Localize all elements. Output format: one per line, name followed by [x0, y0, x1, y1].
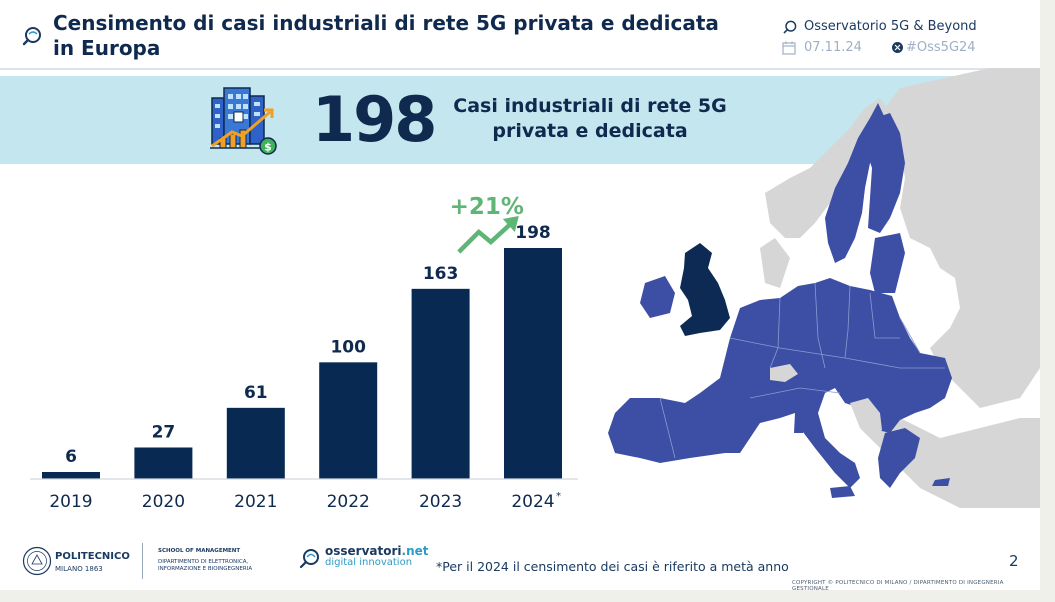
europe-map [608, 68, 1040, 508]
banner-line-2: privata e dedicata [492, 120, 688, 142]
bar-2022 [319, 362, 378, 479]
osservatori-tagline: digital innovation [325, 557, 413, 568]
politecnico-title: POLITECNICO [55, 551, 130, 562]
value-label-2022: 100 [330, 337, 366, 357]
osservatori-suffix: .net [401, 544, 429, 558]
value-label-2019: 6 [65, 447, 77, 467]
politecnico-name: POLITECNICO MILANO 1863 [55, 551, 130, 575]
bar-2020 [134, 447, 193, 479]
brand-label: Osservatorio 5G & Beyond [804, 19, 977, 34]
banner-line-1: Casi industriali di rete 5G [453, 95, 727, 117]
copyright: COPYRIGHT © POLITECNICO DI MILANO / DIPA… [792, 580, 1004, 592]
observatory-icon [783, 20, 797, 33]
growth-annotation: +21% [450, 194, 524, 220]
school-line-3: INFORMAZIONE E BIOINGEGNERIA [158, 566, 253, 572]
school-info: SCHOOL OF MANAGEMENT DIPARTIMENTO DI ELE… [158, 548, 298, 573]
map-uk [680, 243, 730, 336]
bar-2023 [411, 288, 470, 479]
page-number: 2 [1009, 552, 1019, 570]
value-label-2023: 163 [423, 264, 459, 284]
osservatori-name: osservatori.net [325, 545, 429, 557]
magnifier-icon [22, 27, 41, 46]
calendar-icon [782, 41, 796, 55]
politecnico-subtitle: MILANO 1863 [55, 565, 103, 573]
date-label: 07.11.24 [804, 40, 862, 55]
tick-label-2024: 2024 [511, 492, 554, 512]
tick-label-2019: 2019 [49, 492, 92, 512]
banner-caption: Casi industriali di rete 5G privata e de… [440, 94, 740, 144]
school-line-1: SCHOOL OF MANAGEMENT [158, 548, 241, 554]
svg-text:$: $ [264, 141, 272, 154]
footnote: *Per il 2024 il censimento dei casi è ri… [436, 559, 789, 574]
tick-label-2021: 2021 [234, 492, 277, 512]
building-growth-icon: $ [210, 87, 277, 155]
growth-arrowhead-icon [502, 216, 519, 232]
tick-label-2023: 2023 [419, 492, 462, 512]
tick-label-2020: 2020 [142, 492, 185, 512]
footer-divider [142, 543, 143, 579]
growth-arrow-icon [457, 220, 515, 254]
politecnico-seal-icon [22, 546, 52, 576]
page-title: Censimento di casi industriali di rete 5… [53, 11, 719, 60]
header-divider [0, 68, 1040, 70]
osservatori-word: osservatori [325, 544, 402, 558]
bar-chart: 6 2019 27 2020 61 2021 100 2022 163 2023 198 2024 * +… [30, 194, 578, 512]
hashtag-label: #Oss5G24 [906, 40, 976, 55]
map-eu-ireland [640, 276, 675, 318]
map-eu-greece [878, 428, 920, 488]
frame-bottom [0, 590, 1055, 602]
summary-banner [0, 76, 965, 164]
bar-2024 [504, 248, 562, 479]
map-eu-baltics [870, 233, 905, 293]
map-eu-nordics [825, 103, 905, 263]
value-label-2021: 61 [244, 383, 268, 403]
bar-2021 [226, 407, 285, 479]
map-non-eu-land [760, 68, 1040, 508]
osservatori-logo-icon [299, 549, 319, 569]
value-label-2020: 27 [152, 423, 176, 443]
tick-suffix-2024: * [556, 491, 561, 502]
map-eu-continent [608, 278, 952, 488]
frame-right [1040, 0, 1055, 602]
x-logo-icon [892, 42, 903, 53]
value-label-2024: 198 [515, 223, 551, 243]
tick-label-2022: 2022 [327, 492, 370, 512]
school-line-2: DIPARTIMENTO DI ELETTRONICA, [158, 559, 249, 565]
header-info: Osservatorio 5G & Beyond 07.11.24 #Oss5G… [782, 16, 977, 58]
slide: Censimento di casi industriali di rete 5… [0, 11, 1040, 592]
total-cases-number: 198 [312, 83, 437, 156]
bar-2019 [42, 472, 100, 479]
